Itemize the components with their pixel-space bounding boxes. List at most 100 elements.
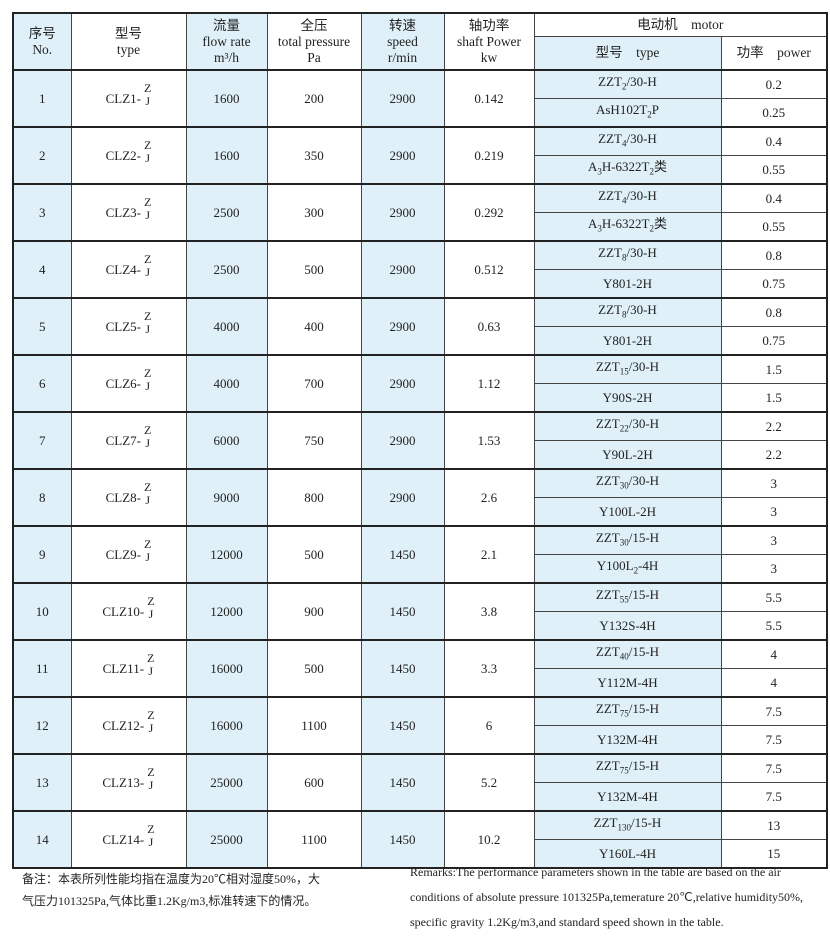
- motor-type-part: AsH102T: [595, 102, 648, 118]
- motor-type-part: 30: [619, 480, 629, 491]
- speed: 1450: [360, 525, 445, 584]
- model-cell: CLZ7- Z J: [70, 411, 187, 470]
- speed: 2900: [360, 468, 445, 527]
- total-pressure: 900: [266, 582, 362, 641]
- shaft-power: 1.53: [443, 411, 535, 470]
- motor-type-part: 3: [597, 166, 602, 177]
- model-cell: CLZ1- Z J: [70, 69, 187, 128]
- header-motor-power: 功率 power: [720, 36, 828, 71]
- motor-type-part: 2: [647, 109, 652, 120]
- motor-type-part: 2: [621, 81, 627, 92]
- performance-table: 序号 No. 型号 type 流量 flow rate m³/h 全压 total pre…: [12, 12, 828, 869]
- row-no: 4: [12, 240, 72, 299]
- motor-type-part: ZZT: [595, 701, 620, 717]
- suffix-letter: Z: [144, 80, 152, 95]
- motor-type: Y132M-4H: [533, 782, 722, 812]
- motor-power: 7.5: [720, 753, 828, 783]
- table-subrow: Y801-2H 0.75: [13, 326, 828, 356]
- header-line: 序号: [28, 25, 56, 41]
- model-cell: CLZ6- Z J: [70, 354, 187, 413]
- model-cell: CLZ14- Z J: [70, 810, 187, 869]
- suffix-letter: Z: [147, 821, 155, 836]
- shaft-power: 1.12: [443, 354, 535, 413]
- table-subrow: Y132M-4H 7.5: [13, 725, 828, 755]
- suffix-letter: Z: [147, 593, 155, 608]
- header-line: 流量: [213, 17, 240, 33]
- shaft-power: 5.2: [443, 753, 535, 812]
- total-pressure: 700: [266, 354, 362, 413]
- header-line: 转速: [389, 17, 416, 33]
- flow-rate: 2500: [185, 240, 268, 299]
- header-motor: 电动机 motor: [533, 12, 828, 37]
- motor-power: 5.5: [720, 611, 828, 641]
- table-row: 12 CLZ12- Z J 16000 1100 1450 6 ZZT75/15-H 7.5: [12, 696, 828, 755]
- model-name: CLZ5-: [105, 318, 142, 334]
- motor-type: AsH102T2P: [533, 98, 722, 128]
- suffix-letter: J: [148, 777, 154, 792]
- model-name: CLZ11-: [102, 660, 145, 676]
- motor-type-part: ZZT: [598, 188, 622, 204]
- motor-type: Y132S-4H: [533, 611, 722, 641]
- header-pressure: 全压 total pressure Pa: [266, 12, 362, 71]
- motor-power: 7.5: [720, 782, 828, 812]
- shaft-power: 3.8: [443, 582, 535, 641]
- model-cell: CLZ9- Z J: [70, 525, 187, 584]
- header-line: Pa: [307, 49, 321, 65]
- model-name: CLZ2-: [105, 147, 142, 163]
- model-cell: CLZ4- Z J: [70, 240, 187, 299]
- motor-type-part: Y132M-4H: [597, 788, 658, 804]
- motor-type-part: P: [651, 102, 659, 118]
- speed: 2900: [360, 297, 445, 356]
- motor-type-part: 130: [617, 822, 631, 833]
- motor-type-part: Y112M-4H: [597, 674, 658, 690]
- motor-type: ZZT40/15-H: [533, 639, 722, 669]
- motor-type-part: /30-H: [626, 188, 657, 204]
- suffix-letter: J: [148, 834, 154, 849]
- motor-type-part: 4: [621, 195, 627, 206]
- flow-rate: 25000: [185, 810, 268, 869]
- motor-type-part: -4H: [638, 558, 659, 574]
- motor-type-part: ZZT: [593, 815, 618, 831]
- motor-type-part: 55: [619, 594, 629, 605]
- motor-type: ZZT130/15-H: [533, 810, 722, 840]
- motor-type: ZZT30/30-H: [533, 468, 722, 498]
- model-cell: CLZ3- Z J: [70, 183, 187, 242]
- motor-type-part: ZZT: [595, 416, 620, 432]
- model-cell: CLZ10- Z J: [70, 582, 187, 641]
- table-subrow: Y132M-4H 7.5: [13, 782, 828, 812]
- model-cell: CLZ5- Z J: [70, 297, 187, 356]
- shaft-power: 2.1: [443, 525, 535, 584]
- model-cell: CLZ8- Z J: [70, 468, 187, 527]
- motor-power: 4: [720, 668, 828, 698]
- suffix-letter: Z: [147, 707, 155, 722]
- motor-type: Y100L-2H: [533, 497, 722, 527]
- motor-type-part: /30-H: [626, 302, 657, 318]
- suffix-letter: J: [145, 378, 151, 393]
- row-no: 2: [12, 126, 72, 185]
- suffix-letter: J: [148, 663, 154, 678]
- speed: 2900: [360, 69, 445, 128]
- motor-power: 3: [720, 497, 828, 527]
- motor-power: 2.2: [720, 411, 828, 441]
- suffix-letter: J: [145, 150, 151, 165]
- suffix-letter: Z: [144, 251, 152, 266]
- motor-type: Y90L-2H: [533, 440, 722, 470]
- header-line: shaft Power: [456, 33, 522, 49]
- suffix-letter: Z: [144, 479, 152, 494]
- shaft-power: 3.3: [443, 639, 535, 698]
- flow-rate: 12000: [185, 582, 268, 641]
- suffix-letter: J: [145, 207, 151, 222]
- suffix-letter: J: [145, 93, 151, 108]
- motor-type-part: 2: [649, 223, 655, 234]
- row-no: 14: [12, 810, 72, 869]
- total-pressure: 350: [266, 126, 362, 185]
- flow-rate: 16000: [185, 639, 268, 698]
- table-row: 10 CLZ10- Z J 12000 900 1450 3.8 ZZT55/15-H 5.5: [12, 582, 828, 641]
- flow-rate: 4000: [185, 354, 268, 413]
- table-row: 14 CLZ14- Z J 25000 1100 1450 10.2 ZZT130/15-H 13: [12, 810, 828, 869]
- motor-power: 3: [720, 525, 828, 555]
- flow-rate: 25000: [185, 753, 268, 812]
